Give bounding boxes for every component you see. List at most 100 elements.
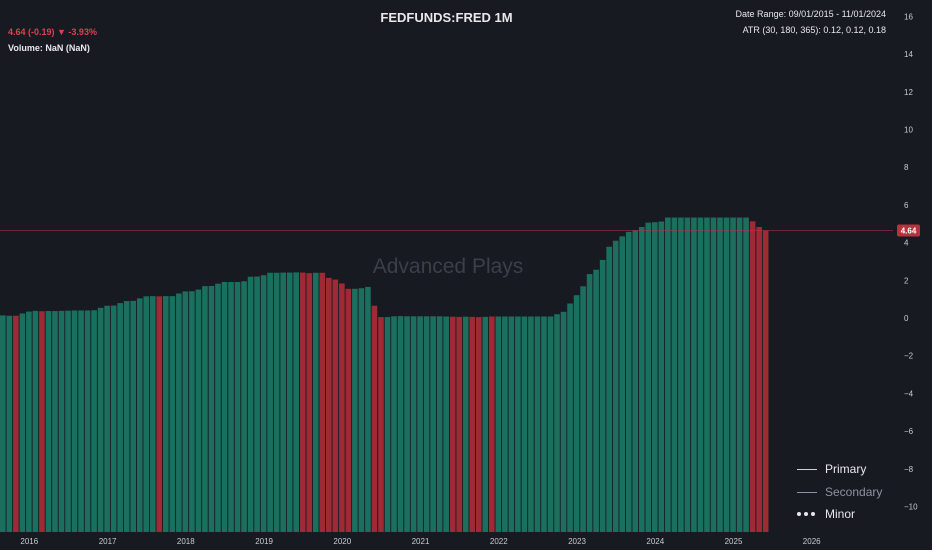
bar [65, 310, 71, 532]
bar [52, 311, 58, 532]
bar [586, 274, 593, 532]
bar [149, 296, 156, 532]
bar [169, 296, 176, 532]
bar [299, 272, 306, 532]
bar [678, 217, 684, 532]
bars-layer [0, 217, 769, 533]
legend-primary[interactable]: Primary [797, 462, 866, 476]
y-tick-label: 4 [904, 239, 909, 248]
current-price-label: 4.64 [897, 224, 920, 237]
x-tick-label: 2025 [725, 537, 743, 546]
bar [156, 296, 163, 532]
bar [247, 276, 254, 532]
bar [691, 217, 697, 532]
bar [717, 217, 723, 532]
bar [365, 286, 371, 532]
bar [697, 217, 704, 532]
bar [756, 226, 762, 532]
x-tick-label: 2022 [490, 537, 508, 546]
bar [254, 276, 260, 532]
y-tick-label: 14 [904, 50, 913, 59]
bar [593, 269, 599, 532]
bar [319, 272, 326, 532]
bar [371, 305, 378, 532]
bar [710, 217, 717, 532]
bar [534, 316, 541, 532]
bar [436, 316, 443, 532]
bar [502, 316, 508, 532]
bar [91, 310, 97, 532]
bar [671, 217, 678, 532]
legend-secondary[interactable]: Secondary [797, 485, 882, 499]
bar [130, 300, 137, 532]
bar [176, 293, 182, 532]
x-axis: 2016 2017 2018 2019 2020 2021 2022 2023 2024 2025… [20, 537, 821, 546]
x-tick-label: 2016 [20, 537, 38, 546]
y-tick-label: 12 [904, 88, 913, 97]
bar [391, 316, 397, 532]
bar [521, 316, 528, 532]
bar [78, 310, 84, 532]
bar [645, 222, 652, 532]
bar [280, 272, 286, 532]
bar [104, 305, 110, 532]
bar [528, 316, 534, 532]
bar [215, 283, 221, 532]
bar [202, 286, 208, 532]
bar [358, 288, 365, 532]
bar [339, 283, 345, 532]
bar [312, 272, 319, 532]
x-tick-label: 2019 [255, 537, 273, 546]
line-swatch-icon [797, 491, 817, 493]
bar [612, 240, 619, 532]
bar [762, 230, 769, 533]
bar [449, 316, 456, 532]
bar [286, 272, 293, 532]
bar [606, 246, 612, 532]
bar [456, 316, 463, 532]
legend-secondary-label: Secondary [825, 485, 883, 499]
y-tick-label: −8 [904, 465, 914, 474]
bar [495, 316, 502, 532]
bar [19, 313, 26, 532]
volume-info: Volume: NaN (NaN) [8, 43, 90, 53]
bar [110, 305, 117, 532]
bar [430, 316, 436, 532]
bar [260, 275, 267, 532]
line-swatch-icon [797, 468, 817, 470]
bar [182, 291, 189, 532]
bar [652, 222, 658, 533]
bar [443, 316, 449, 532]
y-tick-label: −10 [904, 503, 918, 512]
bar [273, 272, 280, 532]
bar [599, 259, 606, 532]
legend-primary-label: Primary [825, 462, 867, 476]
bar [475, 317, 482, 532]
x-tick-label: 2018 [177, 537, 195, 546]
bar [208, 285, 215, 532]
bar [736, 217, 743, 532]
bar [143, 296, 150, 532]
bar [560, 311, 567, 532]
x-tick-label: 2026 [803, 537, 821, 546]
bar [195, 289, 202, 532]
bar [384, 317, 391, 532]
bar [547, 316, 554, 532]
bar [619, 236, 626, 532]
bar [13, 315, 19, 532]
watermark: Advanced Plays [373, 255, 524, 278]
bar [123, 301, 130, 532]
bar [117, 303, 123, 532]
y-tick-label: 6 [904, 201, 909, 210]
bar [241, 281, 247, 532]
legend-minor[interactable]: Minor [797, 507, 855, 521]
bar [684, 217, 691, 532]
bar [749, 221, 756, 533]
bar [469, 316, 476, 532]
bar [306, 273, 313, 532]
bar [704, 217, 710, 532]
bar [267, 272, 273, 532]
y-tick-label: 8 [904, 163, 909, 172]
bar [234, 282, 241, 532]
